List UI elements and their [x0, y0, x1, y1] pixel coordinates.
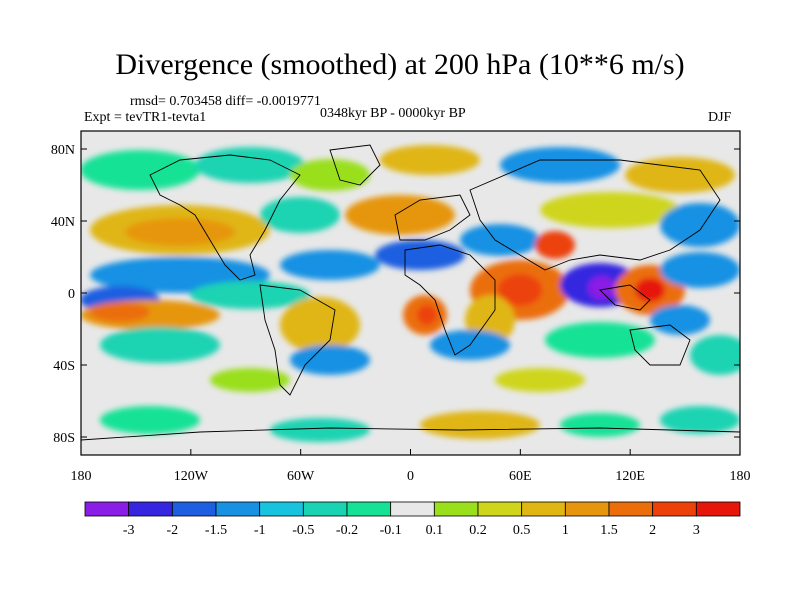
map-title: Divergence (smoothed) at 200 hPa (10**6 …: [115, 48, 685, 81]
colorbar-swatch: [433, 501, 479, 517]
colorbar-swatch: [521, 501, 566, 517]
lat-tick-label: 0: [68, 287, 75, 302]
lat-tick-label: 40S: [53, 359, 75, 374]
lon-tick-label: 180: [730, 469, 751, 484]
colorbar-swatch: [84, 501, 130, 517]
colorbar-swatch: [695, 501, 741, 517]
latitude-axis: 80N 40N 0 40S 80S: [51, 143, 740, 446]
colorbar-label: 0.1: [426, 523, 444, 538]
colorbar-swatch: [171, 501, 217, 517]
lon-tick-label: 180: [71, 469, 92, 484]
lat-tick-label: 80N: [51, 143, 75, 158]
lon-tick-label: 120W: [174, 469, 209, 484]
colorbar-swatch: [259, 501, 304, 517]
lat-tick-label: 80S: [53, 431, 75, 446]
experiment-label: Expt = tevTR1-tevta1: [84, 110, 207, 125]
colorbar-label: 0.2: [469, 523, 487, 538]
colorbar-swatch: [608, 501, 654, 517]
lon-tick-label: 60E: [509, 469, 532, 484]
divergence-field: [81, 131, 740, 455]
colorbar-label: -3: [123, 523, 135, 538]
period-label: 0348kyr BP - 0000kyr BP: [320, 106, 466, 121]
colorbar-swatch: [477, 501, 523, 517]
colorbar-label: 0.5: [513, 523, 531, 538]
colorbar-label: 1: [562, 523, 569, 538]
colorbar-swatch: [128, 501, 173, 517]
colorbar-swatch: [346, 501, 392, 517]
colorbar-swatch: [390, 501, 435, 517]
colorbar-label: 3: [693, 523, 700, 538]
lon-tick-label: 0: [407, 469, 414, 484]
colorbar-label: -0.2: [336, 523, 358, 538]
colorbar-label: -0.1: [380, 523, 402, 538]
colorbar-swatch: [302, 501, 348, 517]
lon-tick-label: 60W: [287, 469, 315, 484]
colorbar-label: -1: [254, 523, 266, 538]
colorbar-swatch: [215, 501, 261, 517]
lon-tick-label: 120E: [615, 469, 645, 484]
colorbar-label: -2: [166, 523, 178, 538]
longitude-axis: 180 120W 60W 0 60E 120E 180: [71, 449, 751, 484]
stats-label: rmsd= 0.703458 diff= -0.0019771: [130, 94, 321, 109]
colorbar-label: 1.5: [600, 523, 618, 538]
colorbar-label: -1.5: [205, 523, 227, 538]
colorbar-label: 2: [649, 523, 656, 538]
colorbar-swatch: [652, 501, 697, 517]
season-label: DJF: [708, 110, 732, 125]
lat-tick-label: 40N: [51, 215, 75, 230]
colorbar-label: -0.5: [292, 523, 314, 538]
coastlines: [81, 144, 740, 441]
colorbar: -3 -2 -1.5 -1 -0.5 -0.2 -0.1 0.1 0.2 0.5 1 1.5 2 3: [84, 501, 741, 538]
colorbar-swatch: [564, 501, 610, 517]
